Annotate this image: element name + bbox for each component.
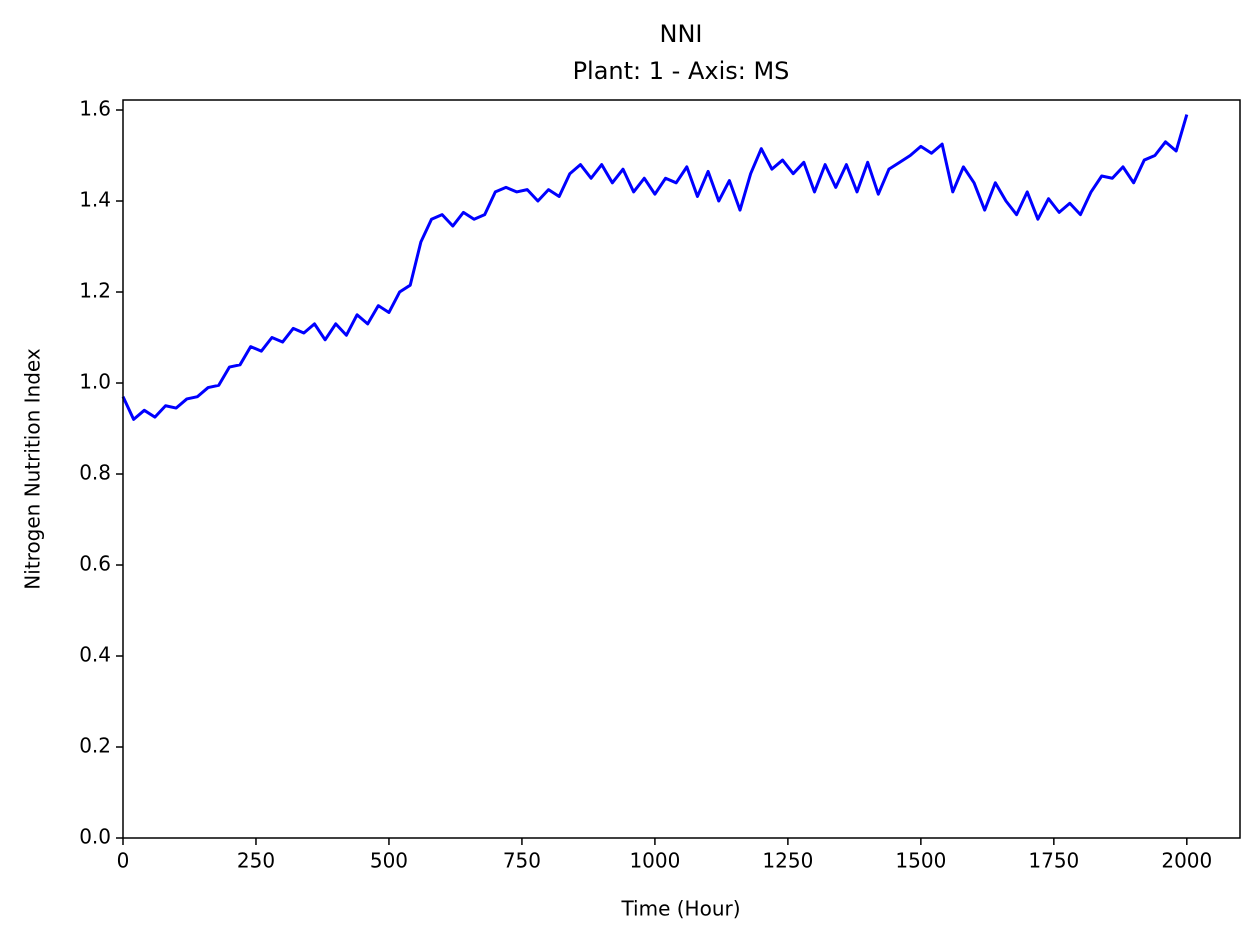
plot-frame (122, 99, 1241, 839)
y-tick-label: 1.2 (79, 279, 111, 303)
x-axis-label: Time (Hour) (620, 897, 740, 921)
y-tick-label: 1.6 (79, 97, 111, 121)
y-tick-label: 0.6 (79, 552, 111, 576)
x-tick-label: 1750 (1028, 849, 1079, 873)
chart-subtitle: Plant: 1 - Axis: MS (573, 57, 790, 85)
x-tick-label: 2000 (1161, 849, 1212, 873)
x-tick-label: 1500 (895, 849, 946, 873)
x-tick-label: 250 (237, 849, 275, 873)
x-tick-label: 500 (370, 849, 408, 873)
x-tick-label: 0 (117, 849, 130, 873)
y-axis-label: Nitrogen Nutrition Index (21, 348, 45, 590)
x-tick-label: 1000 (629, 849, 680, 873)
x-tick-label: 750 (503, 849, 541, 873)
data-line (121, 114, 1189, 421)
x-tick-label: 1250 (762, 849, 813, 873)
y-tick-label: 0.8 (79, 461, 111, 485)
y-tick-label: 0.4 (79, 643, 111, 667)
y-tick-label: 0.0 (79, 825, 111, 849)
chart-title: NNI (660, 20, 703, 48)
y-tick-label: 1.0 (79, 370, 111, 394)
y-tick-label: 1.4 (79, 188, 111, 212)
y-tick-label: 0.2 (79, 734, 111, 758)
